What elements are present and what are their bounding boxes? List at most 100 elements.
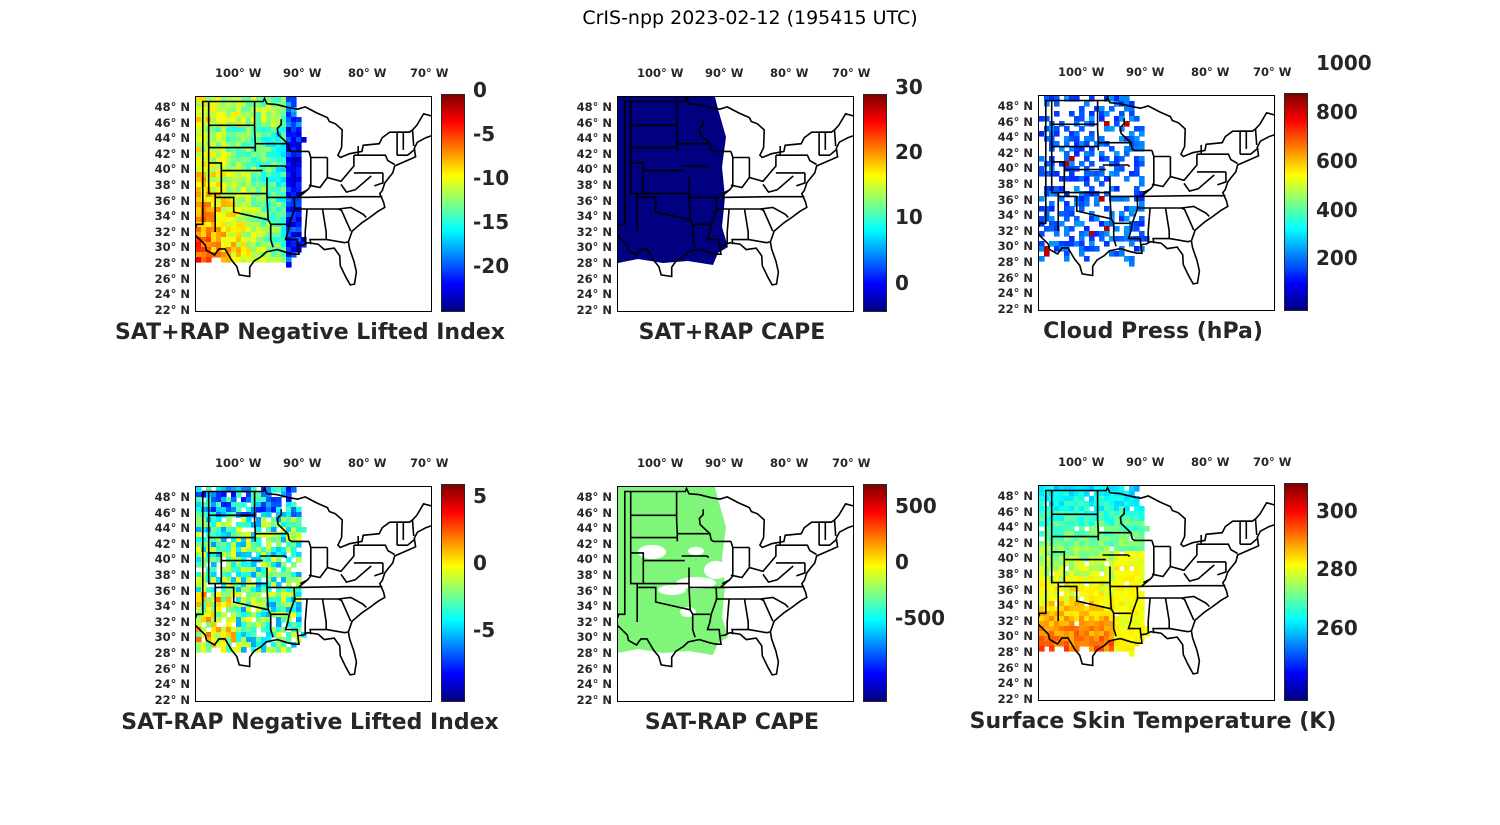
data-pixel bbox=[206, 202, 212, 208]
data-pixel bbox=[226, 597, 232, 603]
longitude-label: 90° W bbox=[283, 456, 322, 470]
state-border bbox=[340, 565, 372, 584]
data-pixel bbox=[286, 522, 292, 528]
data-pixel bbox=[1139, 506, 1145, 512]
data-pixel bbox=[1064, 586, 1070, 592]
data-pixel bbox=[211, 517, 217, 523]
data-pixel bbox=[256, 162, 262, 168]
data-pixel bbox=[246, 547, 252, 553]
data-pixel bbox=[1059, 571, 1065, 577]
data-pixel bbox=[281, 252, 287, 258]
data-pixel bbox=[286, 172, 292, 178]
data-pixel bbox=[1054, 616, 1060, 622]
data-pixel bbox=[1129, 111, 1135, 117]
data-pixel bbox=[1134, 551, 1140, 557]
data-pixel bbox=[246, 252, 252, 258]
data-pixel bbox=[1109, 526, 1115, 532]
data-pixel bbox=[1099, 641, 1105, 647]
data-pixel bbox=[281, 192, 287, 198]
data-pixel bbox=[1109, 641, 1115, 647]
data-pixel bbox=[226, 182, 232, 188]
data-pixel bbox=[1104, 226, 1110, 232]
data-pixel bbox=[1114, 121, 1120, 127]
data-pixel bbox=[1089, 626, 1095, 632]
data-pixel bbox=[291, 507, 297, 513]
data-pixel bbox=[286, 232, 292, 238]
data-pixel bbox=[1039, 491, 1045, 497]
data-pixel bbox=[286, 207, 292, 213]
data-pixel bbox=[231, 542, 237, 548]
data-pixel bbox=[1079, 616, 1085, 622]
latitude-label: 28° N bbox=[997, 645, 1033, 659]
data-pixel bbox=[1099, 636, 1105, 642]
data-pixel bbox=[1104, 141, 1110, 147]
state-border bbox=[719, 189, 731, 199]
data-pixel bbox=[1109, 631, 1115, 637]
data-pixel bbox=[1079, 126, 1085, 132]
data-pixel bbox=[236, 162, 242, 168]
colorbar-tick-label: 600 bbox=[1316, 149, 1358, 173]
data-pixel bbox=[226, 102, 232, 108]
data-pixel bbox=[201, 607, 207, 613]
data-pixel bbox=[246, 227, 252, 233]
data-pixel bbox=[196, 597, 202, 603]
data-pixel bbox=[1129, 596, 1135, 602]
data-pixel bbox=[251, 637, 257, 643]
state-border bbox=[1152, 207, 1170, 244]
colorbar bbox=[1284, 483, 1308, 701]
data-pixel bbox=[286, 252, 292, 258]
data-pixel bbox=[281, 512, 287, 518]
data-pixel bbox=[1049, 646, 1055, 652]
data-pixel bbox=[1064, 141, 1070, 147]
data-pixel bbox=[221, 137, 227, 143]
data-pixel bbox=[226, 187, 232, 193]
data-pixel bbox=[251, 582, 257, 588]
data-pixel bbox=[1124, 496, 1130, 502]
data-pixel bbox=[1074, 626, 1080, 632]
state-border bbox=[1147, 207, 1151, 244]
data-pixel bbox=[236, 117, 242, 123]
data-pixel bbox=[296, 167, 302, 173]
data-pixel bbox=[286, 567, 292, 573]
data-pixel bbox=[256, 117, 262, 123]
data-pixel bbox=[1044, 556, 1050, 562]
data-pixel bbox=[1129, 651, 1135, 657]
data-pixel bbox=[221, 627, 227, 633]
data-pixel bbox=[1134, 571, 1140, 577]
state-border bbox=[1109, 566, 1117, 637]
data-pixel bbox=[1094, 576, 1100, 582]
data-pixel bbox=[1054, 506, 1060, 512]
data-pixel bbox=[1039, 531, 1045, 537]
data-pixel bbox=[231, 637, 237, 643]
data-pixel bbox=[1064, 541, 1070, 547]
data-pixel bbox=[241, 627, 247, 633]
data-pixel bbox=[236, 132, 242, 138]
data-pixel bbox=[211, 532, 217, 538]
state-border bbox=[411, 519, 415, 537]
state-border bbox=[1136, 205, 1210, 217]
data-pixel bbox=[221, 597, 227, 603]
data-pixel bbox=[211, 587, 217, 593]
data-pixel bbox=[271, 582, 277, 588]
data-pixel bbox=[236, 597, 242, 603]
data-pixel bbox=[1089, 236, 1095, 242]
data-pixel bbox=[296, 557, 302, 563]
data-pixel bbox=[281, 602, 287, 608]
data-pixel bbox=[256, 607, 262, 613]
data-pixel bbox=[201, 232, 207, 238]
data-pixel bbox=[1104, 231, 1110, 237]
data-pixel bbox=[286, 607, 292, 613]
data-pixel bbox=[226, 632, 232, 638]
data-pixel bbox=[276, 537, 282, 543]
longitude-label: 90° W bbox=[283, 66, 322, 80]
data-pixel bbox=[281, 637, 287, 643]
data-pixel bbox=[211, 237, 217, 243]
data-pixel bbox=[1039, 196, 1045, 202]
data-pixel bbox=[241, 157, 247, 163]
data-pixel bbox=[1059, 586, 1065, 592]
data-pixel bbox=[1114, 116, 1120, 122]
data-pixel bbox=[276, 542, 282, 548]
data-pixel bbox=[236, 217, 242, 223]
data-pixel bbox=[271, 117, 277, 123]
data-pixel bbox=[196, 127, 202, 133]
